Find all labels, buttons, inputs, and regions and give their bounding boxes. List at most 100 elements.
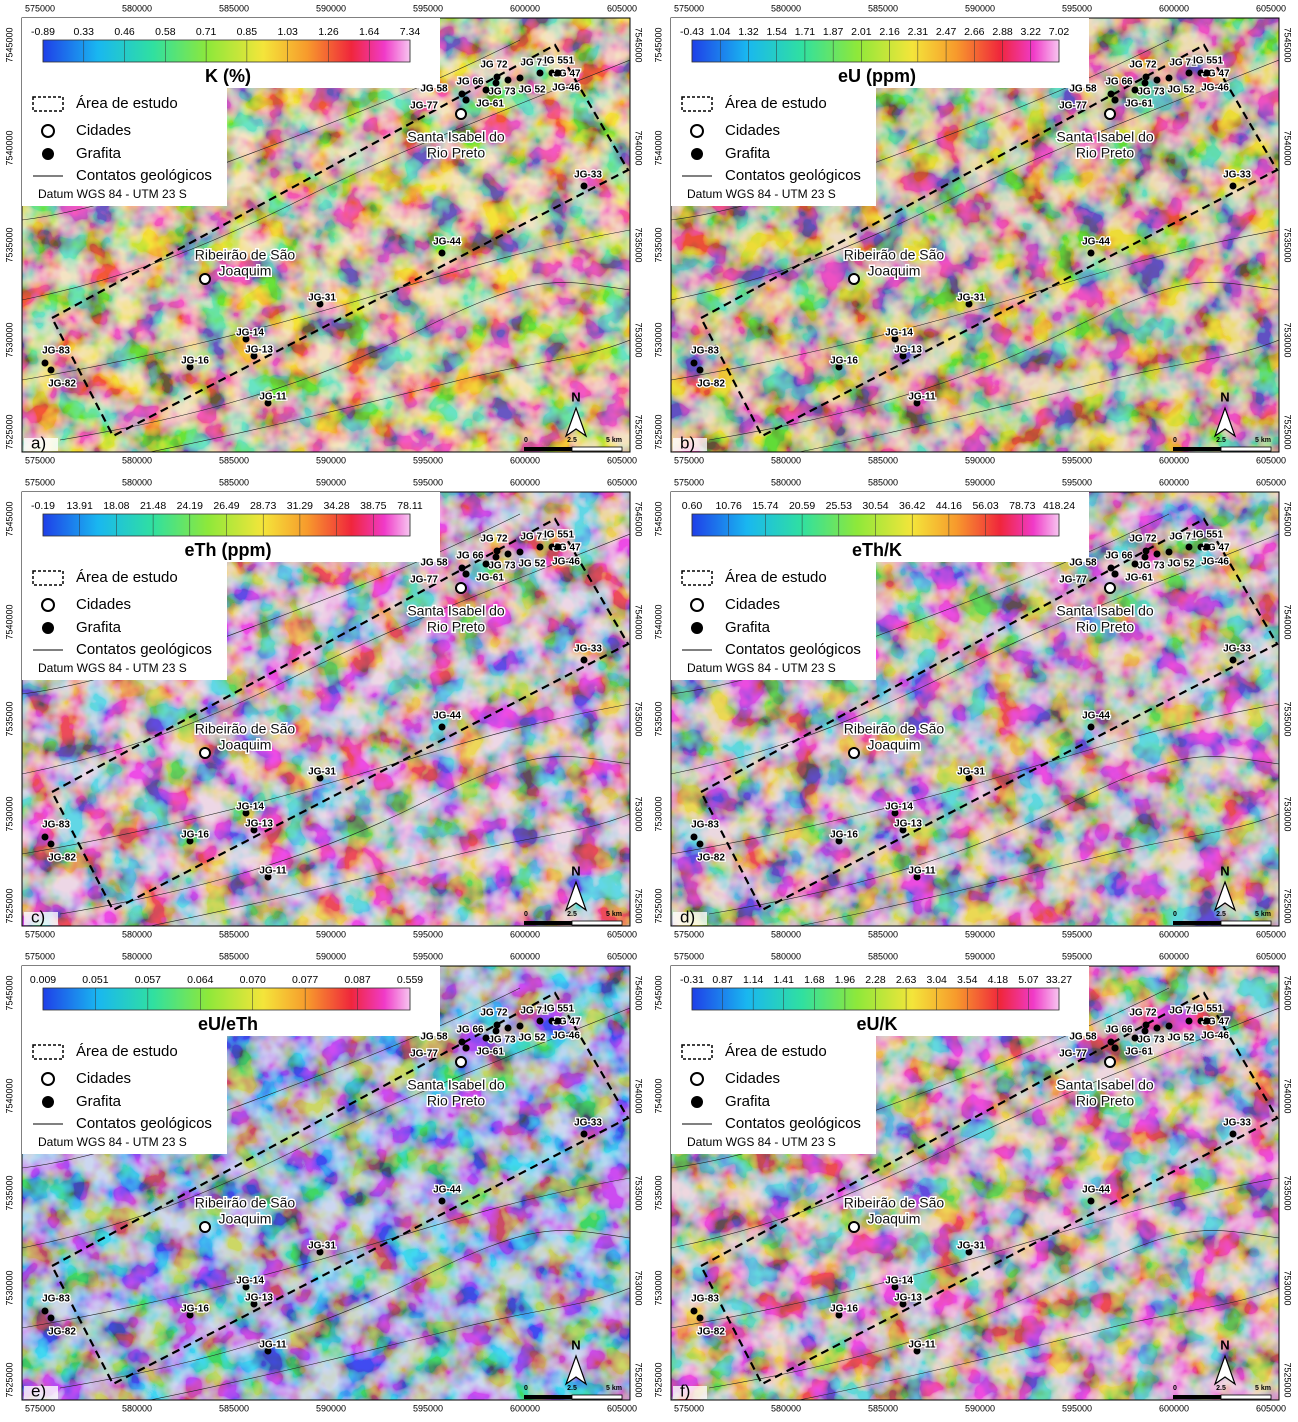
graphite-sample	[1143, 1022, 1150, 1029]
graphite-sample	[494, 1022, 501, 1029]
colorbar-break: 2.31	[908, 26, 929, 38]
sample-label: JG-77	[1059, 1049, 1087, 1060]
graphite-sample	[459, 91, 466, 98]
graphite-sample	[697, 1315, 704, 1322]
graphite-sample	[691, 1308, 698, 1315]
map-panel: 5750005750005800005800005850005850005900…	[653, 3, 1292, 465]
x-coordinate: 580000	[122, 929, 152, 939]
graphite-sample	[1108, 1039, 1115, 1046]
sample-label: JG 52	[518, 85, 546, 96]
x-coordinate: 580000	[122, 1403, 152, 1413]
colorbar-break: 0.057	[135, 974, 161, 986]
map-panel: 5750005750005800005800005850005850005900…	[4, 951, 643, 1413]
sample-label: JG-44	[1082, 711, 1110, 722]
sample-label: JG-33	[1223, 170, 1251, 181]
sample-label: JG-77	[410, 575, 438, 586]
colorbar-break: 1.41	[774, 974, 795, 986]
x-coordinate: 575000	[674, 951, 704, 961]
x-coordinate: 590000	[316, 1403, 346, 1413]
x-coordinate: 600000	[1159, 477, 1189, 487]
graphite-sample	[1088, 724, 1095, 731]
sample-label: JG-33	[1223, 1118, 1251, 1129]
colorbar-break: 0.71	[196, 26, 217, 38]
colorbar-break: 3.22	[1021, 26, 1042, 38]
sample-label: JG-16	[181, 830, 209, 841]
y-coordinate: 7540000	[4, 604, 14, 639]
scale-label: 2.5	[1216, 437, 1226, 444]
y-coordinate: 7530000	[653, 1270, 663, 1305]
y-coordinate: 7525000	[634, 1362, 644, 1397]
sample-label: JG-11	[259, 1340, 287, 1351]
graphite-sample	[1154, 1025, 1161, 1032]
y-coordinate: 7530000	[653, 322, 663, 357]
y-coordinate: 7525000	[4, 1362, 14, 1397]
datum-label: Datum WGS 84 - UTM 23 S	[38, 1135, 187, 1149]
colorbar-title: eU/eTh	[198, 1014, 258, 1034]
sample-label: JG-83	[42, 346, 70, 357]
y-coordinate: 7535000	[4, 1175, 14, 1210]
colorbar-break: 418.24	[1043, 500, 1075, 512]
sample-label: JG-16	[181, 1304, 209, 1315]
sample-label: JG-14	[236, 802, 264, 813]
colorbar-break: -0.43	[680, 26, 704, 38]
legend-graphite-icon	[691, 622, 703, 634]
sample-label: JG-13	[894, 819, 922, 830]
legend-city-icon	[691, 125, 703, 137]
sample-label: JG-46	[552, 1031, 580, 1042]
sample-label: JG 73	[1137, 87, 1165, 98]
sample-label: JG 72	[480, 1008, 508, 1019]
x-coordinate: 605000	[607, 929, 637, 939]
x-coordinate: 595000	[413, 455, 443, 465]
sample-label: JG 58	[420, 1032, 448, 1043]
colorbar-break: 0.87	[712, 974, 733, 986]
legend-label: Cidades	[76, 122, 131, 139]
colorbar-break: 4.18	[988, 974, 1009, 986]
x-coordinate: 580000	[771, 477, 801, 487]
graphite-sample	[48, 367, 55, 374]
colorbar	[692, 40, 1059, 62]
town-label: Ribeirão de São	[844, 247, 945, 263]
colorbar-break: 7.34	[400, 26, 421, 38]
graphite-sample	[505, 1025, 512, 1032]
colorbar-break: 44.16	[936, 500, 962, 512]
town-label: Rio Preto	[427, 619, 486, 635]
colorbar-break: 0.070	[240, 974, 266, 986]
legend-label: Área de estudo	[725, 569, 827, 586]
legend-city-icon	[42, 1073, 54, 1085]
town-marker	[1105, 1057, 1115, 1067]
colorbar-break: 3.04	[926, 974, 947, 986]
legend-city-icon	[42, 125, 54, 137]
scale-bar-black	[1173, 1395, 1221, 1399]
town-label: Santa Isabel do	[1056, 603, 1154, 619]
graphite-sample	[1108, 565, 1115, 572]
sample-label: JG-16	[830, 830, 858, 841]
colorbar-break: 78.11	[397, 500, 423, 512]
town-label: Santa Isabel do	[407, 603, 505, 619]
legend-graphite-icon	[42, 1096, 54, 1108]
y-coordinate: 7535000	[653, 701, 663, 736]
graphite-sample	[1154, 77, 1161, 84]
legend-label: Cidades	[725, 122, 780, 139]
graphite-sample	[1230, 183, 1237, 190]
sample-label: JG 52	[518, 1033, 546, 1044]
panel-label: f)	[680, 1381, 690, 1400]
scale-label: 2.5	[567, 1385, 577, 1392]
y-coordinate: 7540000	[653, 604, 663, 639]
x-coordinate: 600000	[510, 929, 540, 939]
graphite-sample	[537, 544, 544, 551]
graphite-sample	[439, 250, 446, 257]
x-coordinate: 595000	[413, 1403, 443, 1413]
town-marker	[456, 1057, 466, 1067]
sample-label: JG 66	[1105, 1025, 1133, 1036]
sample-label: JG-61	[1125, 1047, 1153, 1058]
sample-label: JG-31	[308, 767, 336, 778]
sample-label: JG-61	[476, 1047, 504, 1058]
y-coordinate: 7535000	[634, 227, 644, 262]
colorbar-break: 0.077	[292, 974, 318, 986]
sample-label: JG 66	[456, 77, 484, 88]
y-coordinate: 7525000	[1283, 888, 1293, 923]
legend-label: Grafita	[76, 1093, 122, 1110]
sample-label: JG-33	[1223, 644, 1251, 655]
legend-label: Cidades	[76, 1070, 131, 1087]
legend-label: Contatos geológicos	[76, 641, 212, 658]
